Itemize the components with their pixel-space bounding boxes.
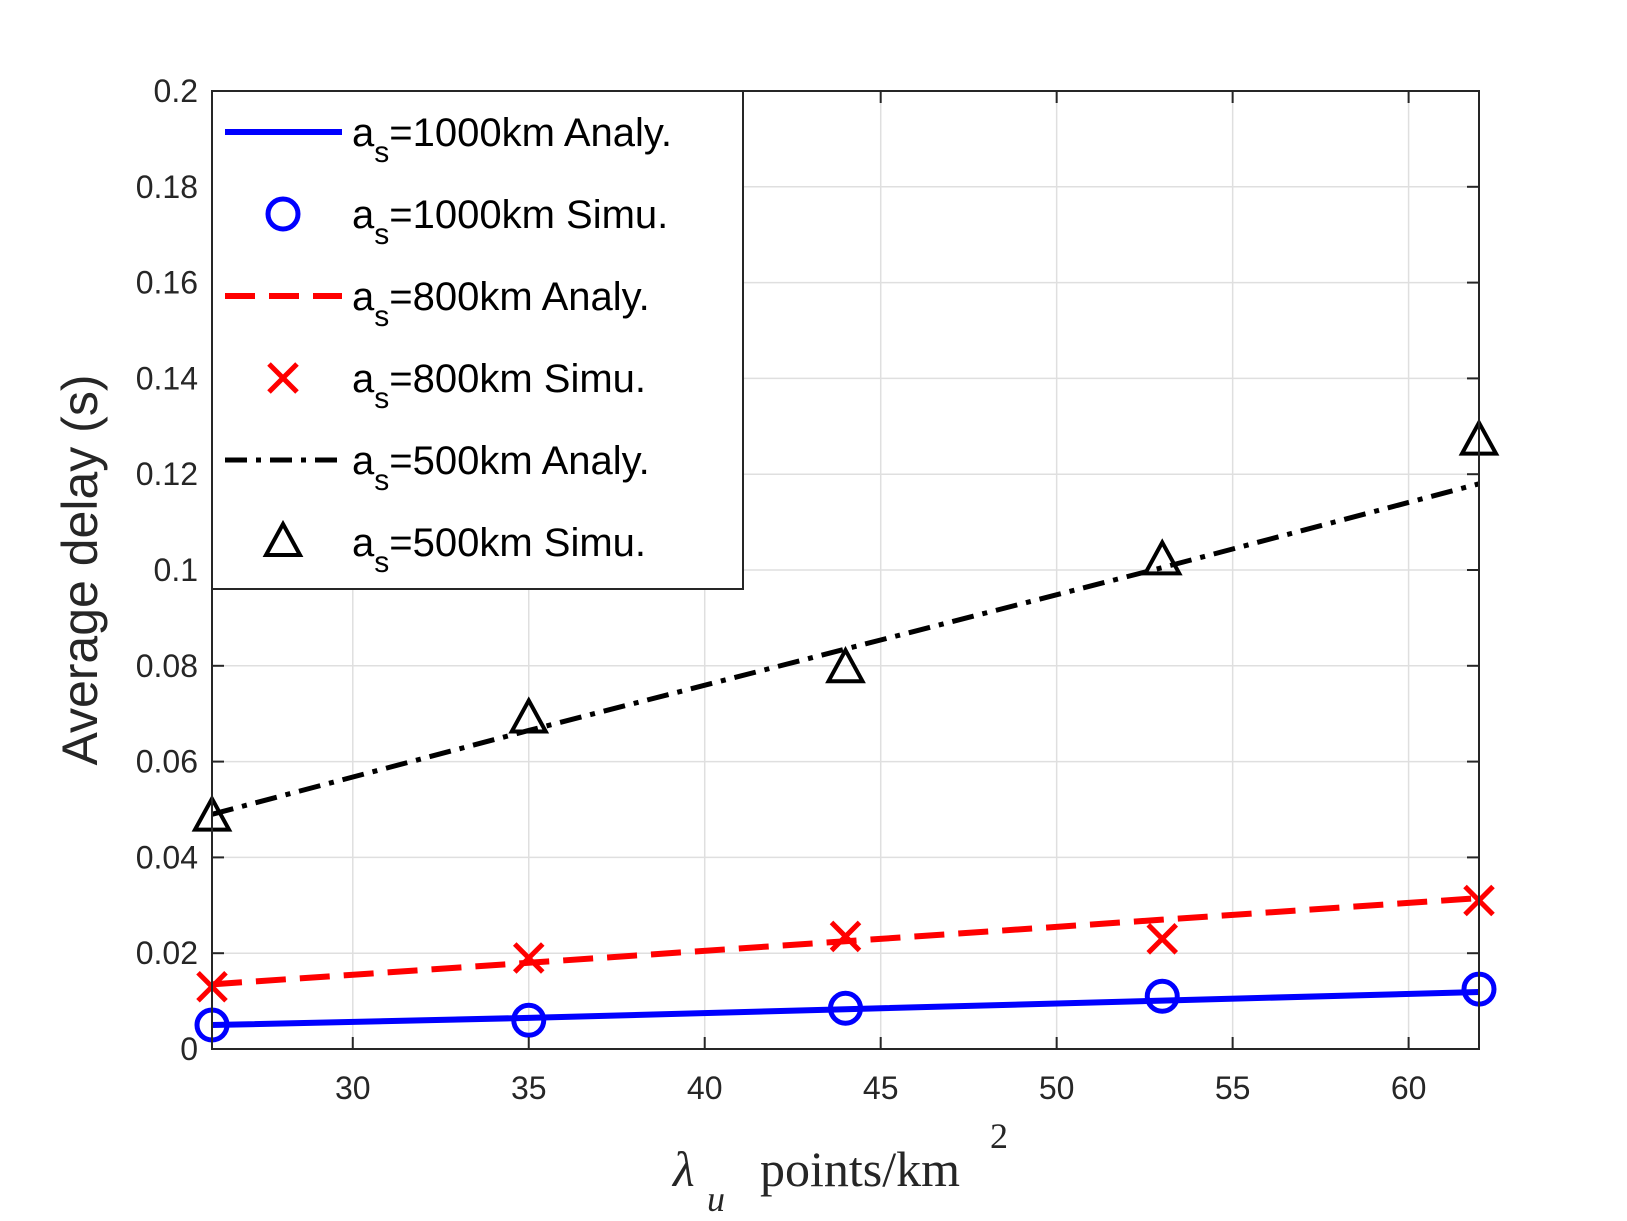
y-tick-label: 0.02 — [136, 935, 198, 971]
y-tick-label: 0.06 — [136, 744, 198, 780]
legend-entry: as=800km Simu. — [267, 357, 646, 415]
series-5-line — [211, 481, 1480, 817]
series-markers — [191, 418, 1500, 1043]
series-6-point — [825, 646, 866, 684]
y-tick-label: 0.12 — [136, 456, 198, 492]
legend: as=1000km Analy. as=1000km Simu. as=800km … — [211, 90, 744, 590]
legend-label: as=1000km Analy. — [352, 111, 672, 169]
x-axis-label: λ u points/km 2 — [671, 1116, 1008, 1219]
y-tick-label: 0.04 — [136, 839, 198, 875]
y-axis-label: Average delay (s) — [52, 375, 108, 766]
legend-marker-sample — [265, 196, 301, 232]
legend-entry: as=1000km Simu. — [265, 193, 668, 251]
x-tick-label: 35 — [511, 1070, 547, 1106]
x-tick-label: 40 — [687, 1070, 723, 1106]
legend-entry: as=500km Analy. — [225, 439, 650, 497]
y-tick-label: 0.1 — [154, 552, 198, 588]
series-3-line — [211, 895, 1480, 988]
legend-marker-sample — [262, 519, 304, 557]
series-6-point — [1141, 538, 1183, 576]
series-lines — [211, 481, 1480, 1029]
x-axis-label-text: points/km — [760, 1141, 960, 1197]
series-1-line — [211, 989, 1480, 1029]
series-2-point — [828, 990, 863, 1026]
y-tick-label: 0.08 — [136, 648, 198, 684]
legend-entry: as=800km Analy. — [225, 275, 650, 333]
y-tick-label: 0.18 — [136, 169, 198, 205]
series-4-point — [1146, 923, 1179, 955]
series-2-point — [511, 1002, 547, 1038]
x-tick-label: 50 — [1039, 1070, 1075, 1106]
legend-label: as=800km Simu. — [352, 357, 646, 415]
series-6-point — [508, 696, 550, 734]
legend-marker-sample — [267, 362, 299, 394]
series-4-point — [512, 942, 545, 974]
x-axis-label-superscript: 2 — [990, 1116, 1008, 1156]
x-tick-label: 45 — [863, 1070, 899, 1106]
y-tick-label: 0.2 — [154, 73, 198, 109]
legend-label: as=500km Simu. — [352, 521, 646, 579]
legend-entry: as=1000km Analy. — [225, 111, 672, 169]
x-tick-label: 30 — [335, 1070, 371, 1106]
series-2-point — [1144, 978, 1180, 1014]
x-axis-label-symbol: λ — [671, 1141, 695, 1197]
x-axis-label-subscript: u — [707, 1179, 725, 1219]
y-tick-label: 0.14 — [136, 360, 198, 396]
legend-box — [211, 90, 744, 590]
series-4-point — [829, 920, 862, 953]
x-tick-label: 60 — [1391, 1070, 1427, 1106]
x-tick-label: 55 — [1215, 1070, 1251, 1106]
legend-label: as=800km Analy. — [352, 275, 650, 333]
y-tick-label: 0.16 — [136, 265, 198, 301]
legend-label: as=1000km Simu. — [352, 193, 668, 251]
legend-entry: as=500km Simu. — [262, 519, 646, 579]
legend-label: as=500km Analy. — [352, 439, 650, 497]
y-tick-label: 0 — [180, 1031, 198, 1067]
